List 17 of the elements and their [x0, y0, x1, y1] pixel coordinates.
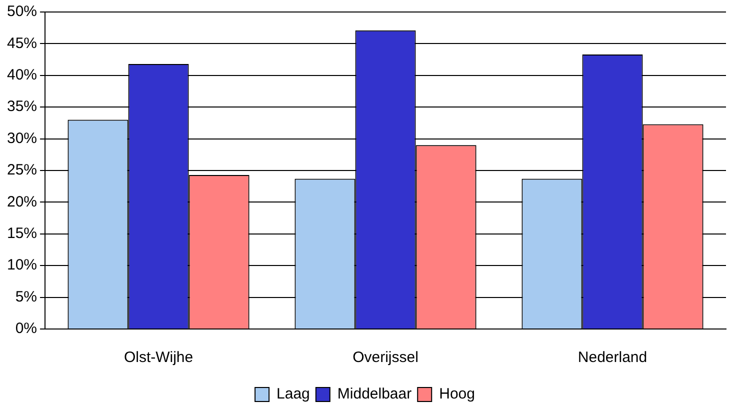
y-tick-label: 35% — [6, 98, 38, 116]
legend-label: Middelbaar — [337, 386, 412, 403]
y-tick-label: 45% — [6, 34, 38, 52]
y-tick-label: 0% — [15, 320, 38, 338]
legend-label: Hoog — [439, 386, 475, 403]
y-tick-label: 5% — [15, 288, 38, 306]
y-tick-label: 10% — [6, 256, 38, 274]
y-tick-label: 30% — [6, 130, 38, 147]
y-tick-label: 40% — [6, 66, 38, 84]
y-tick-label: 20% — [6, 193, 38, 210]
legend-label: Laag — [276, 386, 310, 403]
x-tick-label: Overijssel — [352, 349, 418, 366]
y-tick-label: 15% — [6, 225, 38, 242]
x-tick-label: Nederland — [578, 349, 648, 366]
y-tick-label: 25% — [6, 162, 38, 179]
y-tick-label: 50% — [6, 3, 38, 20]
x-tick-label: Olst-Wijhe — [124, 349, 194, 366]
